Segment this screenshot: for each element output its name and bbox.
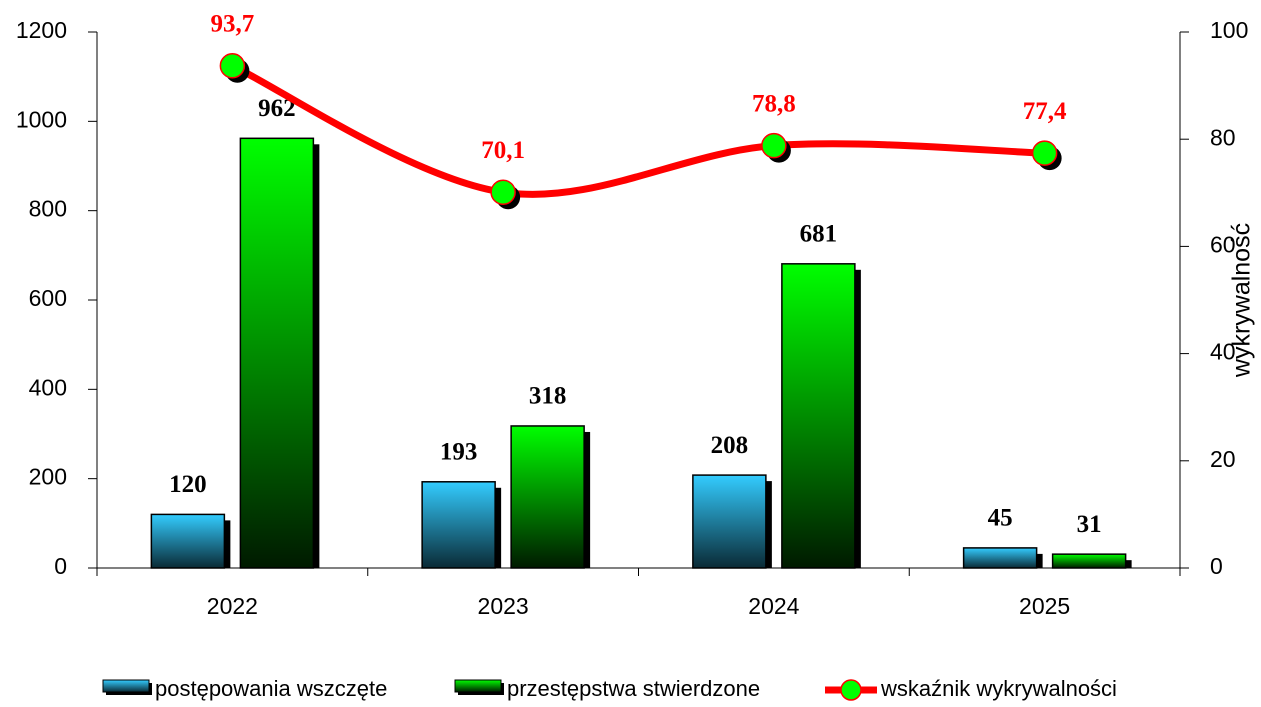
- data-label: 45: [988, 505, 1013, 532]
- bar: [239, 137, 315, 569]
- data-label: 318: [529, 383, 567, 410]
- data-label: 77,4: [1023, 98, 1067, 125]
- legend-marker: [840, 679, 862, 701]
- y2-tick-label: 60: [1210, 231, 1236, 257]
- data-label: 70,1: [481, 137, 525, 164]
- bar: [692, 474, 767, 569]
- x-tick-label: 2025: [1019, 593, 1070, 619]
- data-label: 681: [800, 221, 838, 248]
- data-label: 120: [169, 471, 207, 498]
- y2-tick-label: 40: [1210, 339, 1236, 365]
- y-tick-label: 1200: [16, 17, 67, 43]
- y-tick-label: 600: [29, 285, 67, 311]
- legend-swatch: [102, 679, 150, 693]
- bar: [962, 547, 1038, 569]
- legend-label: postępowania wszczęte: [155, 676, 387, 701]
- y-tick-label: 200: [29, 464, 67, 490]
- x-tick-label: 2023: [478, 593, 529, 619]
- marker: [761, 132, 787, 159]
- y2-tick-label: 80: [1210, 124, 1236, 150]
- bar: [781, 263, 856, 569]
- x-tick-label: 2024: [748, 593, 799, 619]
- data-label: 78,8: [752, 90, 796, 117]
- marker: [490, 179, 516, 206]
- y-tick-label: 800: [29, 196, 67, 222]
- legend-label: wskaźnik wykrywalności: [880, 676, 1117, 701]
- marker: [219, 53, 246, 79]
- y-tick-label: 400: [29, 374, 67, 400]
- bar: [150, 513, 226, 569]
- legend-label: przestępstwa stwierdzone: [507, 676, 760, 701]
- legend-swatch: [454, 679, 502, 693]
- data-label: 193: [440, 439, 478, 466]
- y2-tick-label: 0: [1210, 553, 1223, 579]
- y-tick-label: 1000: [16, 106, 67, 132]
- y2-tick-label: 20: [1210, 446, 1236, 472]
- y2-tick-label: 100: [1210, 17, 1248, 43]
- bar: [421, 481, 496, 569]
- data-label: 31: [1077, 511, 1102, 538]
- y2-axis-label: wykrywalność: [1228, 223, 1256, 378]
- marker: [1031, 140, 1058, 166]
- x-tick-label: 2022: [207, 593, 258, 619]
- y-tick-label: 0: [54, 553, 67, 579]
- bar: [510, 425, 585, 569]
- line: [230, 62, 1045, 198]
- bar: [1051, 553, 1127, 569]
- data-label: 208: [711, 432, 749, 459]
- data-label: 93,7: [211, 11, 255, 38]
